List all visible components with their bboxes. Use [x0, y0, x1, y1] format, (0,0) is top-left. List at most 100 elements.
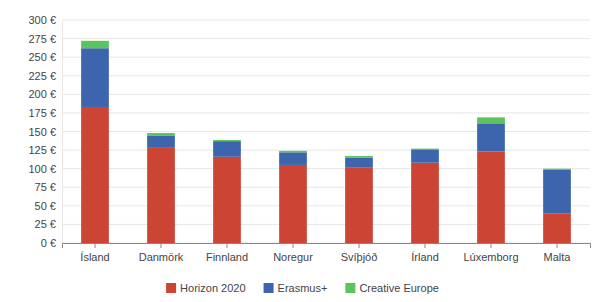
x-tick-label: Finnland	[206, 251, 248, 263]
grid	[62, 20, 590, 243]
legend-swatch	[166, 283, 176, 293]
x-tick: Ísland	[80, 243, 109, 263]
legend-item: Erasmus+	[264, 282, 328, 294]
x-axis-line	[63, 244, 591, 249]
y-tick-label: 50 €	[35, 200, 56, 212]
x-tick: Finnland	[206, 243, 248, 263]
grid-line	[62, 224, 590, 225]
x-tick-mark	[227, 243, 228, 248]
grid-line	[62, 38, 590, 39]
x-tick-label: Írland	[411, 251, 439, 263]
y-tick-label: 275 €	[28, 33, 56, 45]
grid-line	[62, 205, 590, 206]
legend-label: Creative Europe	[359, 282, 439, 294]
legend-swatch	[345, 283, 355, 293]
x-tick: Svíþjóð	[341, 243, 378, 263]
bar	[411, 149, 439, 162]
bar	[147, 148, 175, 243]
x-tick-mark	[293, 243, 294, 248]
bar	[477, 152, 505, 243]
bar	[411, 148, 439, 150]
grid-line	[62, 94, 590, 95]
bar	[213, 141, 241, 157]
legend-item: Creative Europe	[345, 282, 439, 294]
bar	[81, 41, 109, 48]
y-tick: 50 €	[35, 200, 62, 212]
y-axis: 0 € 25 € 50 € 75 € 100 € 125 € 150 € 175 € 200 €…	[28, 14, 62, 249]
x-tick-label: Svíþjóð	[341, 251, 378, 263]
x-tick-mark	[557, 243, 558, 248]
bar	[213, 140, 241, 141]
legend: Horizon 2020 Erasmus+ Creative Europe	[166, 282, 439, 294]
bar	[279, 152, 307, 165]
bar	[345, 156, 373, 157]
x-tick-label: Noregur	[273, 251, 313, 263]
grid-line	[62, 150, 590, 151]
x-tick: Danmörk	[139, 243, 184, 263]
bar	[147, 136, 175, 148]
y-tick-label: 175 €	[28, 107, 56, 119]
grid-line	[62, 112, 590, 113]
grid-line	[62, 168, 590, 169]
x-tick: Írland	[411, 243, 439, 263]
y-tick-label: 100 €	[28, 163, 56, 175]
bar	[279, 151, 307, 152]
y-tick-label: 25 €	[35, 218, 56, 230]
y-tick-label: 0 €	[41, 237, 56, 249]
legend-label: Horizon 2020	[180, 282, 245, 294]
y-tick-label: 150 €	[28, 126, 56, 138]
grid-line	[62, 131, 590, 132]
legend-item: Horizon 2020	[166, 282, 245, 294]
bar	[81, 48, 109, 107]
y-tick: 200 €	[28, 88, 62, 100]
x-tick: Malta	[544, 243, 572, 263]
bar	[213, 157, 241, 243]
grid-line	[62, 75, 590, 76]
bar	[543, 169, 571, 213]
y-tick: 125 €	[28, 144, 62, 156]
y-tick: 300 €	[28, 14, 62, 26]
y-tick-label: 75 €	[35, 181, 56, 193]
y-tick: 75 €	[35, 181, 62, 193]
bar	[279, 165, 307, 243]
grid-line	[62, 187, 590, 188]
x-tick-label: Lúxemborg	[463, 251, 518, 263]
bar	[345, 158, 373, 168]
bars	[81, 41, 571, 243]
bar	[543, 213, 571, 243]
series	[81, 107, 571, 243]
y-tick: 225 €	[28, 70, 62, 82]
x-tick-mark	[359, 243, 360, 248]
x-tick-mark	[425, 243, 426, 248]
x-tick-label: Malta	[544, 251, 572, 263]
chart: 0 € 25 € 50 € 75 € 100 € 125 € 150 € 175 € 200 €…	[0, 0, 605, 302]
y-tick: 175 €	[28, 107, 62, 119]
y-axis-line	[62, 21, 63, 244]
bar	[411, 163, 439, 243]
plot: 0 € 25 € 50 € 75 € 100 € 125 € 150 € 175 € 200 €…	[28, 14, 590, 263]
bar	[147, 133, 175, 136]
series	[81, 48, 571, 213]
y-tick: 0 €	[41, 237, 62, 249]
y-tick-label: 200 €	[28, 88, 56, 100]
legend-label: Erasmus+	[278, 282, 328, 294]
y-tick: 250 €	[28, 51, 62, 63]
y-tick-label: 125 €	[28, 144, 56, 156]
bar	[477, 123, 505, 151]
y-tick: 25 €	[35, 218, 62, 230]
x-tick-label: Danmörk	[139, 251, 184, 263]
grid-line	[62, 20, 590, 21]
bar	[543, 168, 571, 170]
x-tick: Lúxemborg	[463, 243, 518, 263]
y-tick-label: 225 €	[28, 70, 56, 82]
series	[81, 41, 571, 170]
legend-swatch	[264, 283, 274, 293]
x-tick-label: Ísland	[80, 251, 109, 263]
y-tick: 100 €	[28, 163, 62, 175]
bar	[477, 117, 505, 123]
y-tick-label: 250 €	[28, 51, 56, 63]
grid-line	[62, 57, 590, 58]
y-tick: 275 €	[28, 33, 62, 45]
y-tick: 150 €	[28, 126, 62, 138]
bar	[345, 167, 373, 243]
